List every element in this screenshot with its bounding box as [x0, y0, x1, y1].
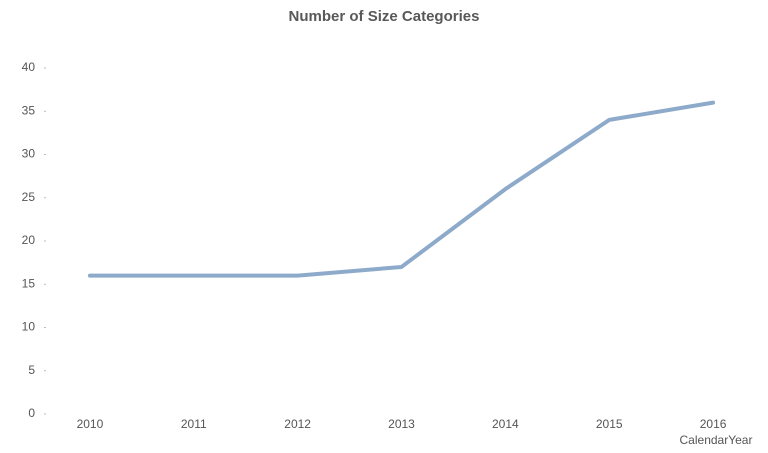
y-tick-label: 0	[28, 406, 35, 420]
y-tick-label: 40	[22, 60, 36, 74]
y-tick-label: 30	[22, 147, 36, 161]
x-tick-label: 2010	[77, 417, 104, 431]
chart-title: Number of Size Categories	[289, 8, 480, 25]
y-tick-label: 35	[22, 103, 36, 117]
x-axis-label: CalendarYear	[680, 433, 753, 447]
x-tick-label: 2011	[181, 417, 207, 431]
y-tick-label: 20	[22, 233, 36, 247]
y-tick-label: 15	[22, 276, 36, 290]
x-tick-label: 2016	[700, 417, 727, 431]
x-tick-label: 2013	[388, 417, 415, 431]
x-tick-label: 2012	[284, 417, 311, 431]
y-tick-label: 5	[28, 363, 35, 377]
y-tick-label: 10	[22, 320, 36, 334]
x-tick-label: 2014	[492, 417, 519, 431]
x-tick-label: 2015	[596, 417, 623, 431]
data-line	[87, 100, 716, 278]
y-tick-label: 25	[22, 190, 36, 204]
